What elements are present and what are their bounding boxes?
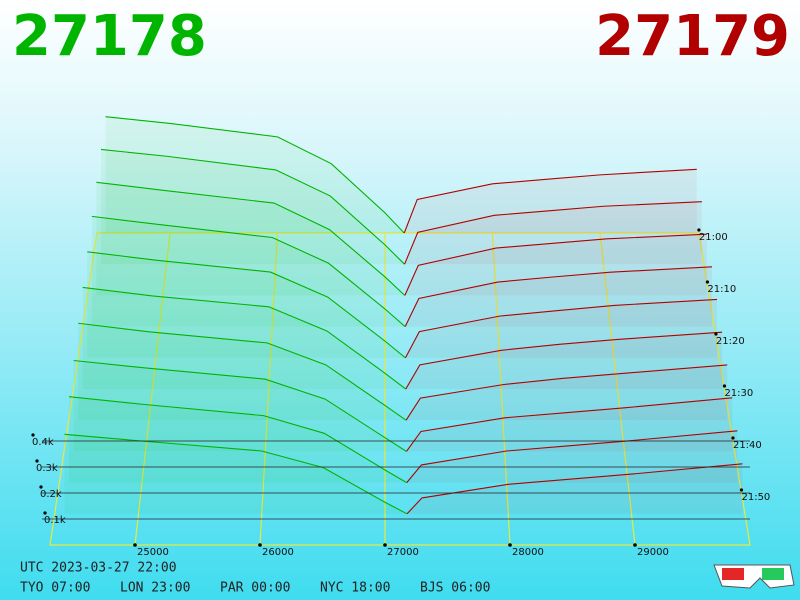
z-tick-label: 21:20: [716, 336, 745, 347]
bids-line: [78, 322, 407, 421]
z-tick-label: 21:40: [733, 440, 762, 451]
z-tick-dot: [697, 228, 701, 232]
y-tick-dot: [31, 433, 35, 437]
asks-line: [405, 397, 733, 452]
bids-line: [64, 433, 408, 515]
asks-area: [405, 266, 712, 327]
bids-area: [78, 323, 407, 421]
bids-line: [82, 286, 407, 390]
asks-area: [406, 364, 728, 421]
z-tick-dot: [714, 332, 718, 336]
bids-area: [64, 434, 407, 514]
asks-area: [404, 234, 707, 296]
zone-time: PAR 00:00: [220, 581, 290, 596]
bids-area: [105, 116, 405, 233]
zone-time: NYC 18:00: [320, 581, 390, 596]
x-tick-label: 26000: [262, 547, 294, 558]
utc-time: UTC 2023-03-27 22:00: [20, 561, 177, 576]
x-tick-dot: [508, 543, 512, 547]
zone-time: TYO 07:00: [20, 581, 90, 596]
z-tick-label: 21:00: [699, 232, 728, 243]
bids-line: [91, 215, 406, 328]
asks-area: [407, 463, 743, 514]
z-tick-dot: [731, 436, 735, 440]
x-tick-label: 29000: [637, 547, 669, 558]
bids-line: [87, 251, 406, 359]
depth-chart: 0.1k 0.2k 0.3k 0.4k 25000 26000 27000 28000 2900…: [31, 116, 770, 558]
bids-line: [73, 359, 407, 452]
y-tick-label: 0.1k: [44, 515, 66, 526]
x-tick-label: 25000: [137, 547, 169, 558]
y-tick-dot: [35, 459, 39, 463]
bids-area: [82, 287, 406, 389]
bids-line: [96, 181, 406, 296]
x-tick-label: 28000: [512, 547, 544, 558]
bids-area: [73, 360, 407, 452]
asks-line: [405, 364, 728, 421]
asks-line: [405, 298, 718, 359]
z-tick-label: 21:10: [707, 284, 736, 295]
z-tick-dot: [722, 384, 727, 388]
x-tick-label: 27000: [387, 547, 419, 558]
asks-line: [404, 201, 702, 265]
time-zones: TYO 07:00 LON 23:00 PAR 00:00 NYC 18:00 BJS …: [20, 581, 490, 596]
bids-area: [96, 182, 405, 296]
asks-area: [404, 201, 702, 265]
asks-area: [404, 169, 697, 233]
bids-area: [91, 216, 406, 327]
ask-price: 27179: [595, 4, 790, 69]
y-tick-label: 0.3k: [36, 463, 58, 474]
bids-line: [100, 148, 405, 265]
asks-line: [404, 233, 707, 296]
bid-price: 27178: [12, 4, 207, 69]
y-tick-dot: [43, 511, 47, 515]
x-tick-dot: [383, 543, 387, 547]
x-tick-dot: [633, 543, 637, 547]
z-tick-label: 21:50: [741, 492, 770, 503]
asks-area: [406, 397, 733, 452]
bids-line: [105, 116, 405, 234]
z-tick-dot: [705, 280, 710, 284]
asks-line: [404, 266, 713, 327]
asks-area: [405, 332, 723, 389]
z-tick-label: 21:30: [724, 388, 753, 399]
x-tick-dot: [258, 543, 262, 547]
zone-time: BJS 06:00: [420, 581, 490, 596]
bids-line: [69, 396, 407, 484]
asks-line: [405, 331, 723, 390]
asks-line: [406, 430, 738, 483]
zone-time: LON 23:00: [120, 581, 190, 596]
x-tick-dot: [133, 543, 137, 547]
asks-area: [406, 430, 738, 483]
bids-area: [100, 149, 405, 265]
asks-area: [405, 299, 718, 358]
z-tick-dot: [739, 488, 744, 492]
bids-area: [69, 396, 407, 483]
asks-line: [403, 168, 697, 234]
y-tick-dot: [39, 485, 43, 489]
3d-glasses-icon: [713, 564, 795, 589]
y-tick-label: 0.4k: [32, 437, 54, 448]
asks-line: [406, 463, 743, 515]
y-tick-label: 0.2k: [40, 489, 62, 500]
